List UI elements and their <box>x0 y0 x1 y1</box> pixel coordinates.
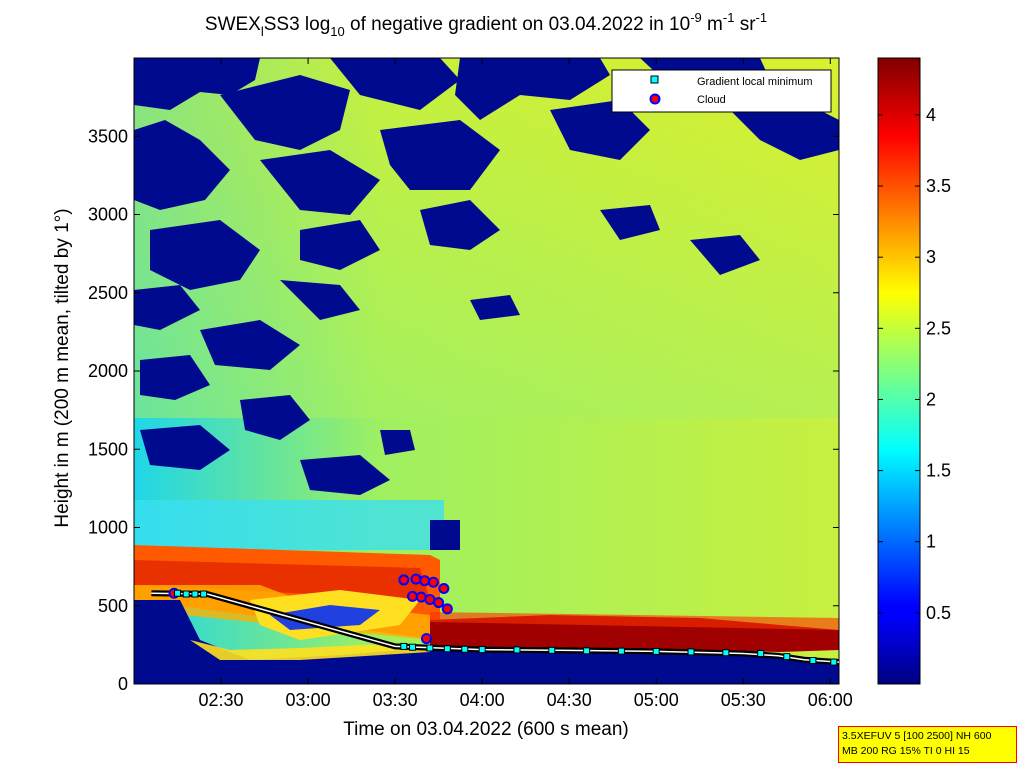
cloud-point <box>398 574 410 586</box>
cloud-point <box>433 597 445 609</box>
x-tick-label: 03:30 <box>373 690 418 710</box>
y-axis-ticks: 0 500 1000 1500 2000 2500 3000 3500 <box>88 126 839 694</box>
legend-cloud-marker <box>649 93 661 105</box>
gradient-minimum-point <box>443 645 451 653</box>
gradient-minimum-point <box>583 647 591 655</box>
x-tick-label: 06:00 <box>808 690 853 710</box>
x-tick-label: 04:30 <box>547 690 592 710</box>
colorbar-tick-label: 1 <box>926 532 936 552</box>
legend-gradient-marker <box>650 75 659 84</box>
legend-gradient-label: Gradient local minimum <box>697 76 813 88</box>
y-tick-label: 2500 <box>88 283 128 303</box>
legend: Gradient local minimum Cloud <box>611 69 832 113</box>
colorbar-tick-label: 2 <box>926 389 936 409</box>
gradient-minimum-points <box>174 589 838 666</box>
y-tick-label: 1000 <box>88 518 128 538</box>
gradient-minimum-point <box>652 647 660 655</box>
gradient-minimum-point <box>174 589 182 597</box>
chart-title: SWEXlSS3 log10 of negative gradient on 0… <box>205 10 767 39</box>
gradient-minimum-point <box>548 646 556 654</box>
cloud-point <box>420 633 432 645</box>
gradient-minimum-point <box>617 647 625 655</box>
colorbar-tick-label: 3 <box>926 247 936 267</box>
info-line-1: 3.5XEFUV 5 [100 2500] NH 600 <box>842 730 992 742</box>
cloud-point <box>415 591 427 603</box>
gradient-minimum-point <box>687 648 695 656</box>
x-tick-label: 04:00 <box>460 690 505 710</box>
y-tick-label: 500 <box>98 596 128 616</box>
y-tick-label: 2000 <box>88 361 128 381</box>
colorbar-tick-label: 4 <box>926 105 936 125</box>
gradient-minimum-point <box>757 649 765 657</box>
y-tick-label: 3000 <box>88 205 128 225</box>
gradient-minimum-point <box>783 653 791 661</box>
cloud-point <box>407 590 419 602</box>
cloud-point <box>410 573 422 585</box>
gradient-minimum-point <box>409 643 417 651</box>
cloud-point <box>424 593 436 605</box>
cloud-point <box>438 583 450 595</box>
gradient-minimum-point <box>478 646 486 654</box>
x-axis-ticks: 02:30 03:00 03:30 04:00 04:30 05:00 05:30 06:00 <box>199 58 853 710</box>
cloud-point <box>441 603 453 615</box>
colorbar-tick-label: 3.5 <box>926 176 951 196</box>
colorbar-ticks: 0.5 1 1.5 2 2.5 3 3.5 4 <box>878 105 951 623</box>
colorbar-tick-label: 1.5 <box>926 461 951 481</box>
gradient-minimum-point <box>461 645 469 653</box>
y-axis-label: Height in m (200 m mean, tilted by 1°) <box>52 208 73 527</box>
x-tick-label: 05:30 <box>721 690 766 710</box>
gradient-minimum-point <box>400 642 408 650</box>
gradient-minimum-point <box>191 590 199 598</box>
info-box: 3.5XEFUV 5 [100 2500] NH 600 MB 200 RG 1… <box>838 726 1017 763</box>
gradient-minimum-point <box>722 649 730 657</box>
gradient-minimum-point <box>182 590 190 598</box>
colorbar-tick-label: 2.5 <box>926 318 951 338</box>
gradient-minimum-point <box>426 644 434 652</box>
legend-cloud-label: Cloud <box>697 94 726 106</box>
cloud-point <box>427 576 439 588</box>
x-tick-label: 03:00 <box>286 690 331 710</box>
cloud-points <box>168 573 453 645</box>
gradient-minimum-point <box>200 590 208 598</box>
gradient-minimum-point <box>809 657 817 665</box>
gradient-minimum-point <box>830 658 838 666</box>
info-line-2: MB 200 RG 15% TI 0 HI 15 <box>842 745 970 757</box>
heatmap-field <box>134 58 839 684</box>
colorbar-tick-label: 0.5 <box>926 603 951 623</box>
y-tick-label: 3500 <box>88 126 128 146</box>
x-tick-label: 02:30 <box>199 690 244 710</box>
boundary-line-outline <box>151 592 839 663</box>
y-tick-label: 1500 <box>88 439 128 459</box>
x-tick-label: 05:00 <box>634 690 679 710</box>
cloud-point <box>419 575 431 587</box>
y-tick-label: 0 <box>118 674 128 694</box>
gradient-minimum-point <box>513 646 521 654</box>
colorbar <box>877 57 921 685</box>
x-axis-label: Time on 03.04.2022 (600 s mean) <box>343 719 629 740</box>
